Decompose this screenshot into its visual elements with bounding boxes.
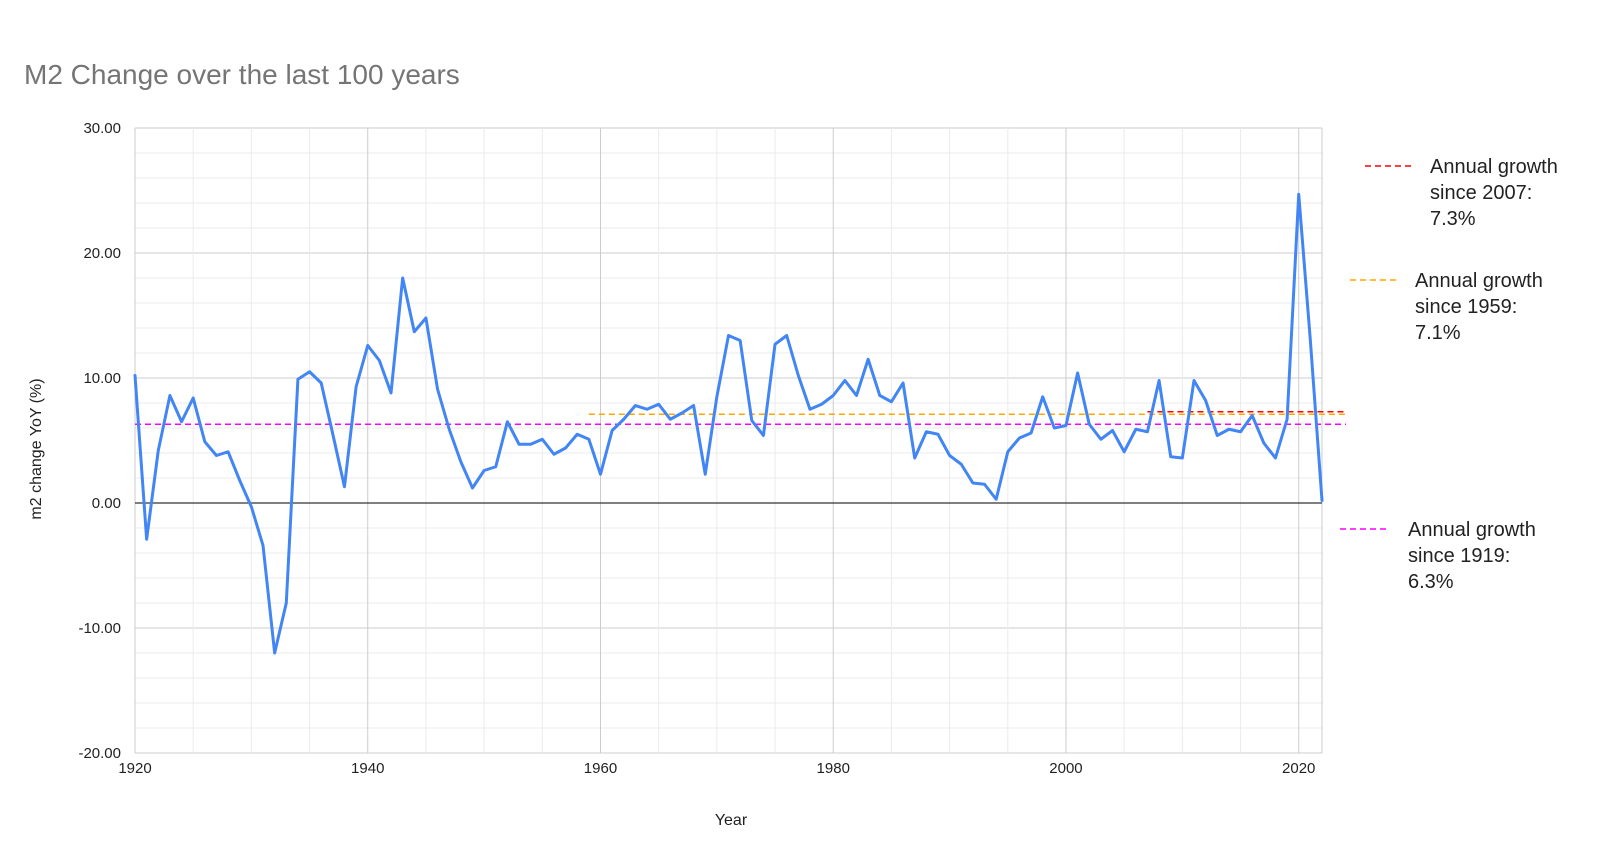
y-axis-label: m2 change YoY (%): [28, 378, 45, 519]
grid: [134, 127, 1323, 754]
series-line: [133, 192, 1324, 655]
series-group: [133, 192, 1324, 655]
legend-label: 7.3%: [1430, 208, 1476, 230]
legend-label: Annual growth: [1430, 156, 1558, 178]
x-tick-label: 2020: [1282, 760, 1315, 777]
x-tick-label: 1980: [817, 760, 850, 777]
legend-label: 7.1%: [1415, 322, 1461, 344]
legend-label: since 1919:: [1408, 545, 1510, 567]
legend-label: 6.3%: [1408, 571, 1454, 593]
legend-label: Annual growth: [1415, 270, 1543, 292]
legend-label: since 2007:: [1430, 182, 1532, 204]
y-tick-label: 20.00: [83, 245, 121, 262]
x-axis-label: Year: [715, 812, 748, 829]
y-tick-label: -10.00: [78, 620, 121, 637]
x-tick-label: 1940: [351, 760, 384, 777]
reference-lines: [135, 411, 1346, 425]
legend-label: since 1959:: [1415, 296, 1517, 318]
legend-item-avg_1959: Annual growth since 1959: 7.1%: [1350, 270, 1543, 344]
y-tick-label: 0.00: [92, 495, 121, 512]
x-tick-label: 1960: [584, 760, 617, 777]
legend-item-avg_2007: Annual growth since 2007: 7.3%: [1365, 156, 1558, 230]
x-tick-label: 1920: [118, 760, 151, 777]
y-tick-label: -20.00: [78, 745, 121, 762]
y-axis-ticks: 30.00 20.00 10.00 0.00 -10.00 -20.00: [78, 120, 121, 762]
chart-title: M2 Change over the last 100 years: [24, 59, 460, 90]
x-tick-label: 2000: [1049, 760, 1082, 777]
legend-label: Annual growth: [1408, 519, 1536, 541]
legend-item-avg_1919: Annual growth since 1919: 6.3%: [1340, 519, 1536, 593]
y-tick-label: 10.00: [83, 370, 121, 387]
y-tick-label: 30.00: [83, 120, 121, 137]
x-axis-ticks: 1920 1940 1960 1980 2000 2020: [118, 760, 1315, 777]
